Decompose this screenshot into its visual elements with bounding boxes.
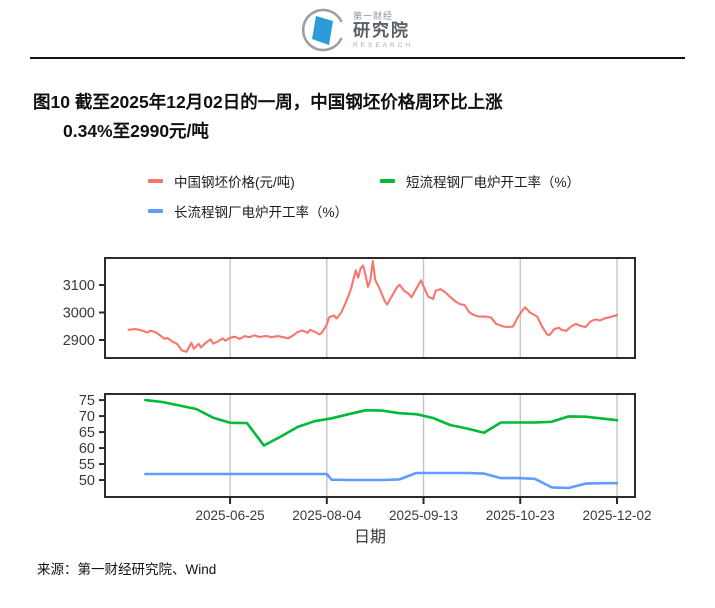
x-tick-label: 2025-12-02 [582, 508, 651, 523]
logo-ring [301, 8, 343, 52]
legend-label-price: 中国钢坯价格(元/吨) [174, 175, 295, 190]
legend-swatch-long-process [148, 209, 163, 213]
price-series-line [127, 260, 619, 353]
price-y-tick-label: 3000 [63, 305, 95, 321]
legend-item-short-process-rate: 短流程钢厂电炉开工率（%） [380, 173, 581, 190]
rates-y-tick-label: 50 [79, 473, 95, 489]
rates-y-tick-label: 60 [79, 441, 95, 457]
long-process-series-line [144, 471, 619, 490]
logo-parallelogram [312, 16, 333, 45]
logo-brand-en: RESEARCH [353, 41, 414, 49]
price-panel-bg [105, 258, 635, 358]
logo-brand-small: 第一财经 [353, 10, 394, 21]
rates-y-tick-label: 75 [79, 393, 95, 409]
yicai-logo-icon [301, 8, 343, 52]
figure-title-line1: 图10 截至2025年12月02日的一周，中国钢坯价格周环比上涨 [33, 92, 503, 112]
rates-y-tick-label: 70 [79, 409, 95, 425]
source-note: 来源：第一财经研究院、Wind [37, 562, 217, 577]
logo-text: 第一财经 研究院 RESEARCH [353, 11, 413, 49]
rates-y-tick-label: 55 [79, 457, 95, 473]
x-tick-label: 2025-06-25 [196, 508, 265, 523]
legend-swatch-short-process [380, 179, 395, 183]
legend-swatch-price [148, 179, 163, 183]
legend-label-short-process: 短流程钢厂电炉开工率（%） [406, 175, 581, 190]
legend-item-price: 中国钢坯价格(元/吨) [148, 173, 295, 190]
figure-title-line2: 0.34%至2990元/吨 [63, 121, 209, 141]
x-tick-label: 2025-10-23 [486, 508, 555, 523]
price-y-tick-label: 3100 [63, 278, 95, 294]
yicai-logo: 第一财经 研究院 RESEARCH [299, 6, 413, 54]
price-panel-border [104, 257, 636, 359]
rates-y-tick-label: 65 [79, 425, 95, 441]
legend-item-long-process-rate: 长流程钢厂电炉开工率（%） [148, 203, 349, 220]
x-tick-label: 2025-09-13 [389, 508, 458, 523]
x-tick-label: 2025-08-04 [292, 508, 362, 523]
price-y-tick-label: 2900 [63, 333, 95, 349]
logo-brand-large: 研究院 [353, 21, 410, 41]
legend-label-long-process: 长流程钢厂电炉开工率（%） [174, 205, 349, 220]
short-process-series-line [144, 398, 619, 447]
figure-title: 图10 截至2025年12月02日的一周，中国钢坯价格周环比上涨 0.34%至2… [33, 88, 503, 146]
x-axis-title: 日期 [354, 528, 386, 546]
header-divider [30, 57, 685, 59]
rates-panel-border [104, 393, 636, 498]
